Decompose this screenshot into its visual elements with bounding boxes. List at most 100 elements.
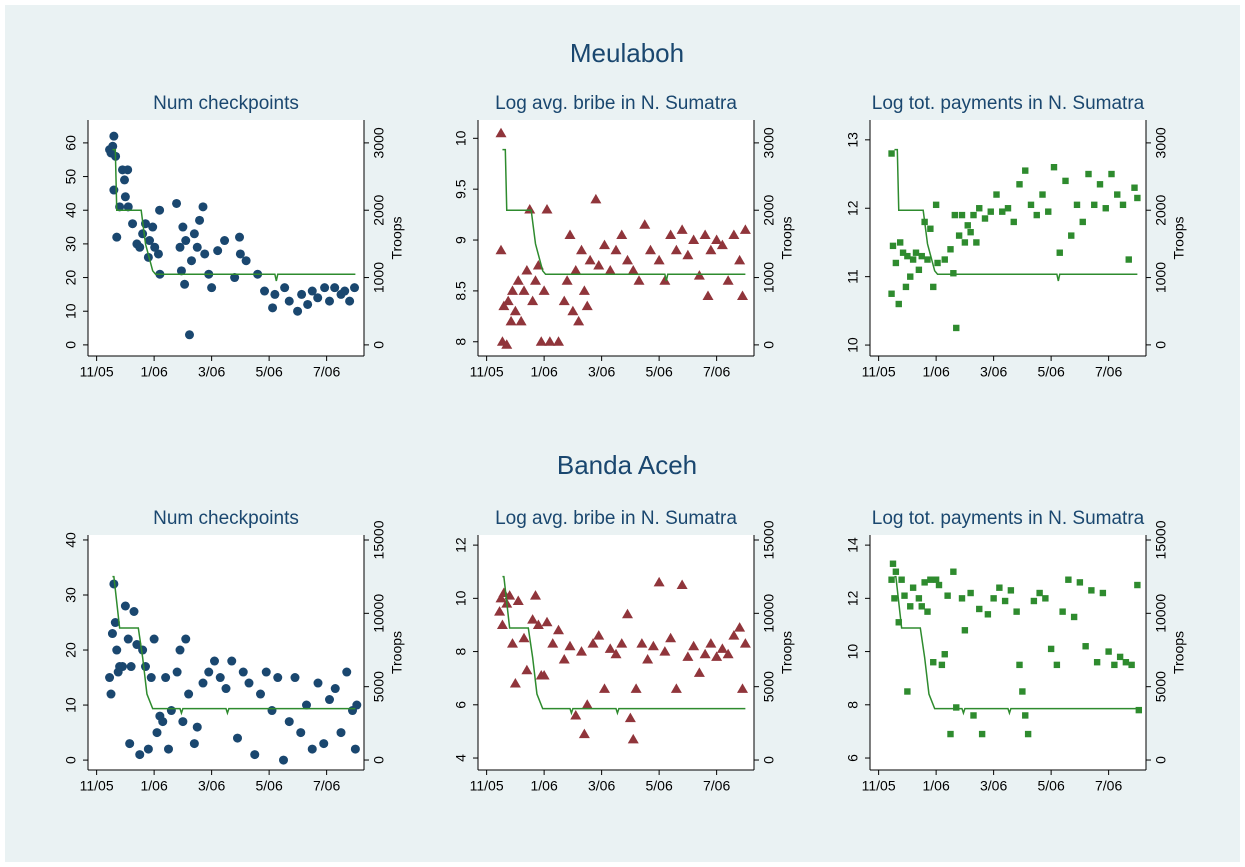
point bbox=[699, 229, 711, 239]
point bbox=[118, 662, 127, 672]
y2-tick-label: 0 bbox=[761, 341, 777, 349]
point bbox=[716, 239, 728, 250]
point bbox=[175, 242, 185, 252]
point bbox=[494, 606, 506, 616]
point bbox=[688, 640, 700, 651]
point bbox=[1114, 191, 1121, 198]
point bbox=[155, 205, 165, 215]
point bbox=[570, 265, 582, 275]
y2-tick-label: 3000 bbox=[371, 127, 387, 158]
point bbox=[1102, 205, 1109, 212]
point bbox=[647, 640, 659, 651]
point bbox=[1053, 661, 1061, 669]
point bbox=[627, 265, 639, 275]
point bbox=[1122, 659, 1130, 666]
point bbox=[610, 244, 622, 255]
point bbox=[1056, 249, 1063, 256]
x-tick-label: 1/06 bbox=[141, 778, 168, 794]
point bbox=[120, 601, 130, 611]
point bbox=[958, 595, 966, 602]
y2-tick-label: 3000 bbox=[761, 127, 777, 158]
point bbox=[739, 224, 751, 234]
point bbox=[584, 254, 596, 265]
plot-area bbox=[870, 535, 1146, 770]
point bbox=[268, 303, 278, 313]
point bbox=[149, 634, 159, 644]
y-tick-label: 9 bbox=[453, 236, 469, 244]
point bbox=[593, 630, 605, 640]
point bbox=[587, 638, 599, 648]
y2-tick-label: 10000 bbox=[1153, 594, 1169, 633]
point bbox=[996, 584, 1003, 591]
point bbox=[507, 285, 518, 295]
point bbox=[221, 684, 231, 694]
troops-line bbox=[894, 575, 1138, 716]
y-tick-label: 10 bbox=[845, 337, 861, 353]
point bbox=[235, 249, 245, 259]
point bbox=[950, 270, 957, 277]
point bbox=[172, 198, 182, 208]
point bbox=[233, 733, 242, 743]
point bbox=[904, 688, 911, 695]
y2-axis-label: Troops bbox=[389, 631, 405, 674]
point bbox=[496, 619, 508, 629]
point bbox=[109, 131, 119, 141]
point bbox=[970, 211, 977, 219]
x-tick-label: 5/06 bbox=[1038, 364, 1065, 380]
point bbox=[198, 202, 208, 212]
point bbox=[172, 667, 182, 677]
point bbox=[633, 275, 645, 285]
point bbox=[532, 619, 544, 629]
x-tick-label: 1/06 bbox=[141, 364, 168, 380]
point bbox=[547, 638, 559, 648]
y-tick-label: 50 bbox=[63, 169, 79, 185]
point bbox=[161, 673, 171, 683]
y2-axis-label: Troops bbox=[779, 631, 795, 674]
x-tick-label: 7/06 bbox=[313, 364, 340, 380]
y2-tick-label: 15000 bbox=[371, 520, 387, 559]
point bbox=[184, 330, 194, 340]
point bbox=[1065, 576, 1072, 583]
point bbox=[961, 627, 969, 634]
point bbox=[1016, 661, 1023, 669]
point bbox=[1010, 218, 1017, 226]
point bbox=[676, 224, 688, 234]
x-tick-label: 7/06 bbox=[313, 778, 340, 794]
x-tick-label: 11/05 bbox=[470, 778, 504, 794]
point bbox=[352, 700, 362, 710]
point bbox=[1088, 587, 1095, 594]
point bbox=[495, 592, 507, 603]
point bbox=[1134, 581, 1141, 589]
point bbox=[645, 244, 656, 255]
point bbox=[951, 211, 959, 219]
x-tick-label: 3/06 bbox=[980, 364, 1007, 380]
point bbox=[319, 739, 329, 749]
y2-tick-label: 0 bbox=[1153, 341, 1169, 349]
point bbox=[909, 584, 917, 591]
point bbox=[189, 739, 199, 749]
point bbox=[1073, 201, 1081, 209]
point bbox=[934, 259, 941, 267]
point bbox=[642, 654, 654, 664]
point bbox=[567, 305, 579, 316]
point bbox=[581, 300, 593, 311]
point bbox=[108, 141, 118, 151]
y-tick-label: 8 bbox=[453, 338, 469, 346]
y-tick-label: 20 bbox=[63, 642, 79, 658]
point bbox=[307, 744, 317, 754]
point bbox=[918, 252, 925, 260]
point bbox=[530, 275, 541, 285]
point bbox=[313, 678, 323, 688]
point bbox=[688, 234, 700, 245]
point bbox=[153, 249, 163, 259]
troops-line bbox=[112, 575, 356, 716]
point bbox=[581, 699, 593, 709]
point bbox=[120, 175, 130, 185]
point bbox=[541, 204, 553, 214]
point bbox=[1111, 661, 1118, 669]
panel-title: Num checkpoints bbox=[153, 93, 299, 114]
point bbox=[112, 645, 122, 655]
point bbox=[1024, 730, 1032, 738]
y2-tick-label: 2000 bbox=[1153, 194, 1169, 225]
